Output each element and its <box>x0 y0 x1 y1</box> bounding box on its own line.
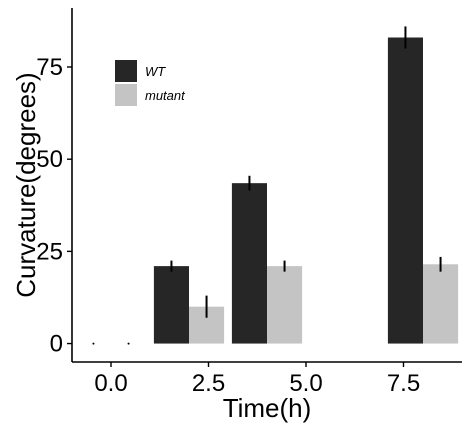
bar-wt <box>153 266 189 344</box>
x-tick-label: 7.5 <box>387 370 420 397</box>
y-tick-label: 75 <box>36 54 63 81</box>
bar-mutant <box>423 264 459 344</box>
bar-mutant <box>267 266 303 344</box>
bars <box>153 37 459 344</box>
y-tick-label: 0 <box>50 331 63 358</box>
error-bars <box>92 26 442 345</box>
y-axis-label: Curvature(degrees) <box>11 72 41 297</box>
bar-wt <box>231 183 267 344</box>
legend-label-wt: WT <box>145 64 166 79</box>
x-axis-label: Time(h) <box>223 393 312 423</box>
legend: WT mutant <box>115 60 186 106</box>
legend-swatch-wt <box>115 60 137 82</box>
y-tick-label: 50 <box>36 146 63 173</box>
legend-label-mutant: mutant <box>145 88 186 103</box>
x-tick-label: 2.5 <box>192 370 225 397</box>
x-tick-label: 5.0 <box>289 370 322 397</box>
legend-swatch-mutant <box>115 84 137 106</box>
y-axis-ticks: 0 25 50 75 <box>36 54 72 358</box>
x-axis-ticks: 0.0 2.5 5.0 7.5 <box>94 362 420 397</box>
y-tick-label: 25 <box>36 238 63 265</box>
x-tick-label: 0.0 <box>94 370 127 397</box>
zero-point <box>127 342 130 345</box>
bar-wt <box>387 37 423 344</box>
zero-point <box>92 342 95 345</box>
